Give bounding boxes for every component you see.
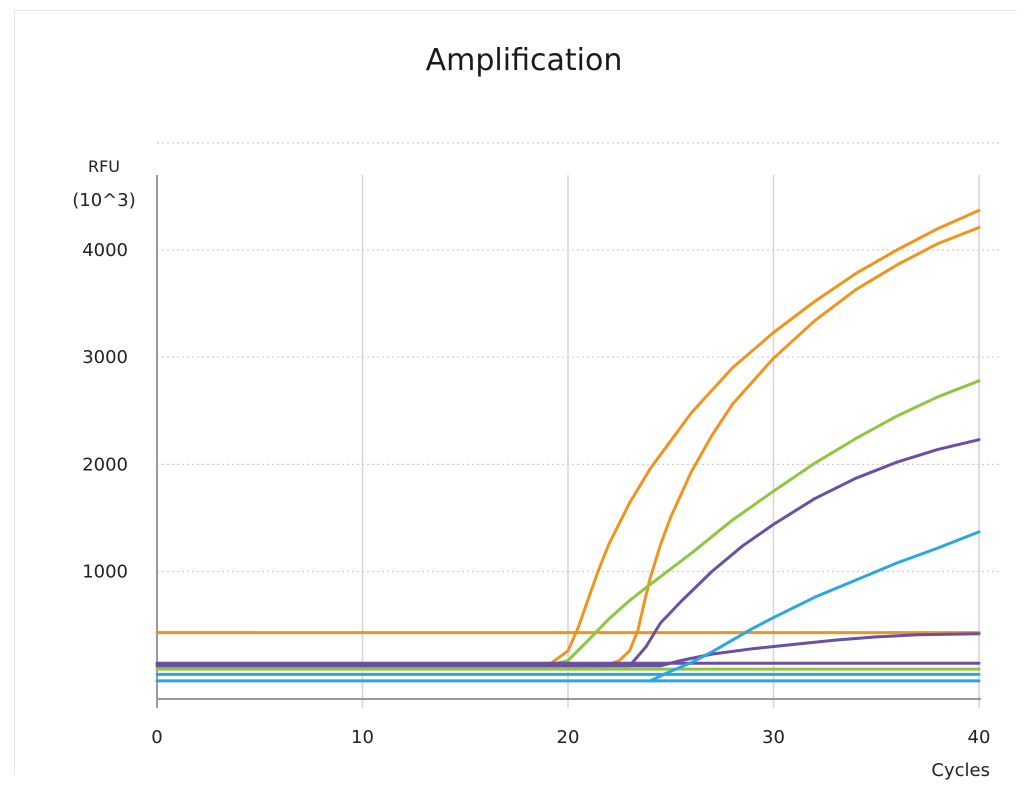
series-layer: [155, 208, 981, 683]
x-tick-label: 10: [351, 727, 374, 748]
series-line-3: [155, 226, 981, 668]
chart-title: Amplification: [426, 43, 623, 78]
axes: [156, 175, 981, 708]
series-line-8: [155, 632, 981, 668]
series-line-2: [155, 208, 981, 668]
chart-frame: [14, 10, 1017, 775]
grid-lines: [157, 142, 999, 708]
x-tick-label: 40: [968, 727, 991, 748]
y-tick-label: 1000: [82, 562, 128, 583]
tick-labels: 0 10 20 30 40 1000 2000 3000 4000: [82, 240, 990, 748]
series-line-7: [155, 438, 981, 668]
x-tick-label: 0: [151, 727, 162, 748]
y-tick-label: 3000: [82, 347, 128, 368]
y-tick-label: 2000: [82, 454, 128, 475]
y-axis-label-scale: (10^3): [72, 190, 135, 211]
x-tick-label: 20: [557, 727, 580, 748]
y-axis-label-unit: RFU: [88, 157, 120, 176]
y-tick-label: 4000: [82, 240, 128, 261]
x-tick-label: 30: [762, 727, 785, 748]
series-line-4: [155, 379, 981, 668]
series-line-9: [648, 530, 981, 683]
x-axis-label: Cycles: [931, 760, 990, 781]
